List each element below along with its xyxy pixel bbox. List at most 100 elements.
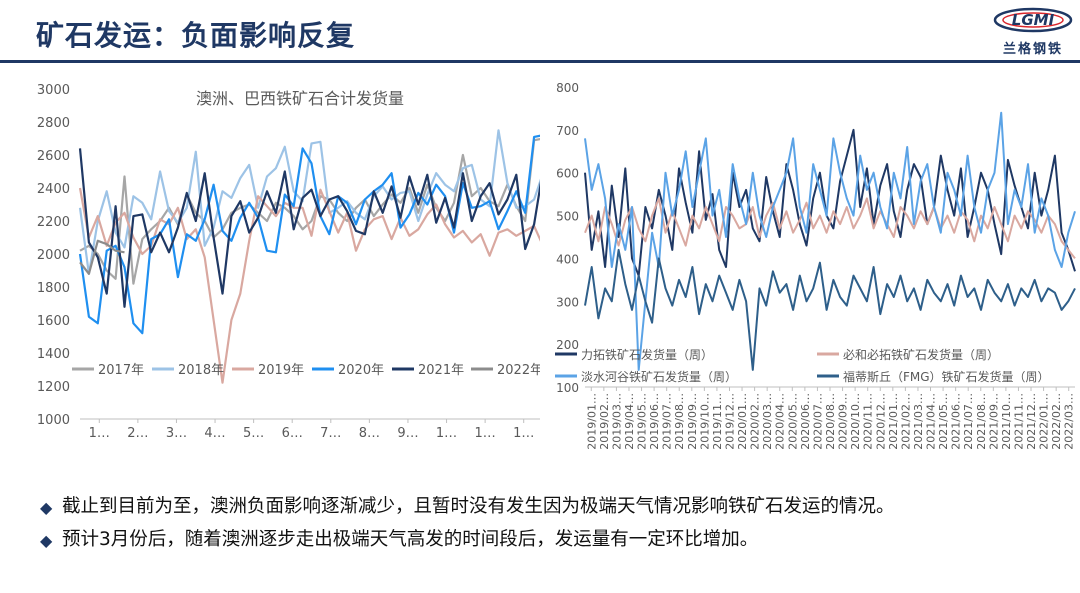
y-tick-label: 200 xyxy=(556,338,579,352)
series-line-5 xyxy=(79,239,125,275)
y-tick-label: 2200 xyxy=(37,215,70,230)
x-tick-label: 2019/01… xyxy=(585,393,598,450)
x-tick-label: 2022/01… xyxy=(1038,393,1051,450)
x-tick-label: 2019/04… xyxy=(623,393,636,450)
series-line-1 xyxy=(584,197,1076,260)
series-line-4 xyxy=(78,148,540,308)
legend-label: 2020年 xyxy=(338,363,384,378)
shipment-chart-total: 1000 1200 1400 1600 1800 2000 2200 2400 2600 2800… xyxy=(37,83,540,441)
x-tick-label: 9… xyxy=(397,426,418,441)
x-tick-label: 2020/05… xyxy=(786,393,799,450)
legend-label: 淡水河谷铁矿石发货量（周） xyxy=(581,369,737,384)
x-tick-label: 2020/06… xyxy=(799,393,812,450)
x-tick-label: 2020/02… xyxy=(749,393,762,450)
company-logo: LGMI 兰格钢铁 xyxy=(992,6,1074,58)
x-tick-label: 2020/12… xyxy=(874,393,887,450)
x-tick-label: 8… xyxy=(359,426,380,441)
x-tick-label: 2020/03… xyxy=(761,393,774,450)
x-tick-label: 2020/08… xyxy=(824,393,837,450)
x-tick-label: 2021/08… xyxy=(975,393,988,450)
x-tick-label: 2019/02… xyxy=(598,393,611,450)
bullet-item: ◆ 截止到目前为至，澳洲负面影响逐渐减少，且暂时没有发生因为极端天气情况影响铁矿… xyxy=(40,494,1050,519)
bullet-item: ◆ 预计3月份后，随着澳洲逐步走出极端天气高发的时间段后，发运量有一定环比增加。 xyxy=(40,527,1050,552)
x-tick-label: 2020/10… xyxy=(849,393,862,450)
y-tick-label: 1000 xyxy=(37,413,70,428)
x-tick-label: 5… xyxy=(243,426,264,441)
x-tick-label: 2… xyxy=(127,426,148,441)
x-tick-label: 2019/08… xyxy=(673,393,686,450)
x-tick-label: 1… xyxy=(89,426,110,441)
x-tick-label: 2021/12… xyxy=(1025,393,1038,450)
legend-label: 力拓铁矿石发货量（周） xyxy=(581,347,713,362)
logo-mark-text: LGMI xyxy=(1012,11,1055,29)
x-tick-label: 1… xyxy=(436,426,457,441)
series-line-0 xyxy=(584,128,1076,277)
y-tick-label: 1800 xyxy=(37,281,70,296)
bullet-text: 截止到目前为至，澳洲负面影响逐渐减少，且暂时没有发生因为极端天气情况影响铁矿石发… xyxy=(62,496,895,517)
y-tick-label: 1200 xyxy=(37,380,70,395)
x-tick-label: 2021/09… xyxy=(987,393,1000,450)
y-tick-label: 300 xyxy=(556,295,579,309)
x-tick-label: 2021/03… xyxy=(912,393,925,450)
x-tick-label: 2019/05… xyxy=(636,393,649,450)
legend-label: 2017年 xyxy=(98,363,144,378)
x-tick-label: 2021/01… xyxy=(887,393,900,450)
legend-label: 2018年 xyxy=(178,363,224,378)
x-tick-label: 2020/11… xyxy=(862,393,875,450)
series-line-2 xyxy=(584,111,1076,371)
x-tick-label: 6… xyxy=(282,426,303,441)
x-tick-label: 2019/09… xyxy=(686,393,699,450)
y-tick-label: 400 xyxy=(556,252,579,266)
y-tick-label: 1600 xyxy=(37,314,70,329)
diamond-icon: ◆ xyxy=(40,531,53,550)
x-tick-label: 2020/07… xyxy=(811,393,824,450)
x-tick-label: 2019/03… xyxy=(610,393,623,450)
logo-mark-icon: LGMI xyxy=(993,7,1073,33)
x-tick-label: 1… xyxy=(513,426,534,441)
x-tick-label: 7… xyxy=(320,426,341,441)
series-line-3 xyxy=(584,248,1076,371)
chart-title: 澳洲、巴西铁矿石合计发货量 xyxy=(196,89,404,108)
x-tick-label: 4… xyxy=(204,426,225,441)
shipment-chart-miners: 100 200 300 400 500 600 700 800 2019/01… 2019/02…… xyxy=(555,81,1076,450)
y-tick-label: 100 xyxy=(556,381,579,395)
x-tick-label: 2021/04… xyxy=(925,393,938,450)
bullet-text: 预计3月份后，随着澳洲逐步走出极端天气高发的时间段后，发运量有一定环比增加。 xyxy=(62,529,759,550)
x-tick-label: 2019/12… xyxy=(723,393,736,450)
x-tick-label: 2019/10… xyxy=(698,393,711,450)
y-tick-label: 2400 xyxy=(37,182,70,197)
x-tick-label: 2021/02… xyxy=(899,393,912,450)
bullet-list: ◆ 截止到目前为至，澳洲负面影响逐渐减少，且暂时没有发生因为极端天气情况影响铁矿… xyxy=(40,494,1050,560)
x-tick-label: 2022/02… xyxy=(1050,393,1063,450)
y-tick-label: 2600 xyxy=(37,149,70,164)
x-tick-label: 3… xyxy=(166,426,187,441)
x-tick-label: 2022/03… xyxy=(1063,393,1076,450)
page-title: 矿石发运：负面影响反复 xyxy=(36,19,356,52)
y-tick-label: 2800 xyxy=(37,116,70,131)
x-tick-label: 2021/11… xyxy=(1012,393,1025,450)
y-tick-label: 700 xyxy=(556,124,579,138)
legend-label: 2021年 xyxy=(418,363,464,378)
legend-label: 2022年 xyxy=(497,363,540,378)
x-tick-label: 2019/07… xyxy=(661,393,674,450)
y-tick-label: 2000 xyxy=(37,248,70,263)
x-tick-label: 2019/11… xyxy=(711,393,724,450)
x-tick-label: 2021/07… xyxy=(962,393,975,450)
y-tick-label: 1400 xyxy=(37,347,70,362)
legend-label: 2019年 xyxy=(258,363,304,378)
legend-label: 必和必拓铁矿石发货量（周） xyxy=(843,347,999,362)
legend-label: 福蒂斯丘（FMG）铁矿石发货量（周） xyxy=(843,369,1050,384)
y-tick-label: 500 xyxy=(556,210,579,224)
x-tick-label: 2021/06… xyxy=(950,393,963,450)
header-divider xyxy=(0,60,1080,63)
x-tick-label: 2019/06… xyxy=(648,393,661,450)
y-tick-label: 600 xyxy=(556,167,579,181)
diamond-icon: ◆ xyxy=(40,498,53,517)
y-tick-label: 800 xyxy=(556,81,579,95)
series-line-1 xyxy=(78,129,540,275)
logo-text: 兰格钢铁 xyxy=(1002,42,1063,57)
x-tick-label: 2021/10… xyxy=(1000,393,1013,450)
series-line-0 xyxy=(79,137,540,285)
x-tick-label: 2020/09… xyxy=(837,393,850,450)
series-line-2 xyxy=(78,187,540,384)
